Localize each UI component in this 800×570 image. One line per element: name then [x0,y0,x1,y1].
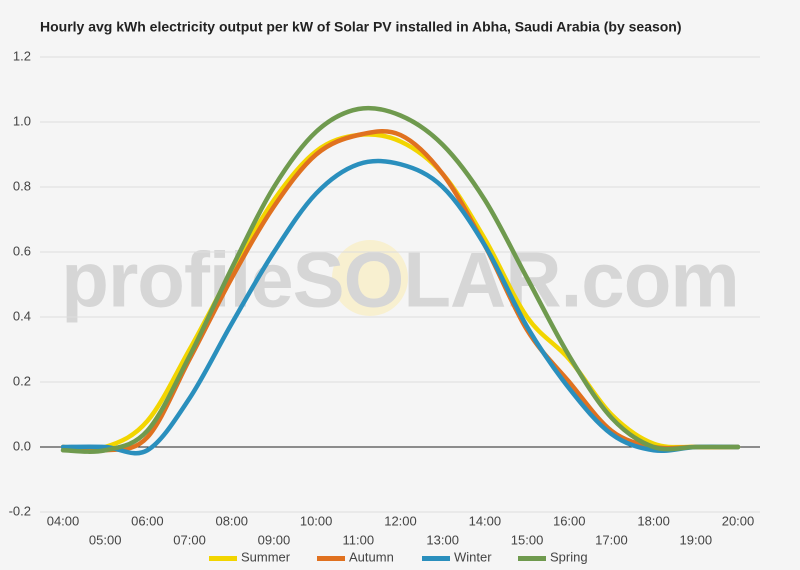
y-tick-label: 0.0 [13,438,31,453]
legend-label: Autumn [349,549,394,564]
series-line [60,105,741,454]
x-tick-label: 20:00 [722,513,755,528]
legend-swatch [518,556,546,561]
legend-label: Summer [241,549,291,564]
x-tick-label: 19:00 [680,532,713,547]
y-tick-label: 0.4 [13,308,31,323]
x-tick-label: 12:00 [384,513,417,528]
legend-label: Winter [454,549,492,564]
y-tick-label: -0.2 [9,503,31,518]
y-tick-label: 0.2 [13,373,31,388]
x-tick-label: 17:00 [595,532,628,547]
series-line [60,132,741,452]
x-tick-label: 15:00 [511,532,544,547]
x-tick-label: 09:00 [258,532,291,547]
legend-label: Spring [550,549,588,564]
legend-swatch [422,556,450,561]
watermark-sun [332,240,408,316]
y-tick-label: 1.0 [13,113,31,128]
x-tick-label: 06:00 [131,513,164,528]
x-tick-label: 04:00 [47,513,80,528]
y-tick-label: 1.2 [13,48,31,63]
x-tick-label: 11:00 [343,532,375,547]
x-tick-label: 18:00 [637,513,670,528]
x-tick-label: 08:00 [215,513,248,528]
series-line [60,158,741,456]
legend-swatch [209,556,237,561]
y-tick-label: 0.6 [13,243,31,258]
x-tick-label: 07:00 [173,532,206,547]
x-tick-label: 10:00 [300,513,333,528]
x-tick-label: 05:00 [89,532,122,547]
x-tick-label: 14:00 [469,513,502,528]
chart-title: Hourly avg kWh electricity output per kW… [40,19,682,35]
x-tick-label: 16:00 [553,513,586,528]
x-tick-label: 13:00 [426,532,459,547]
y-tick-label: 0.8 [13,178,31,193]
legend-swatch [317,556,345,561]
watermark: profileSOLAR.com [61,236,738,324]
